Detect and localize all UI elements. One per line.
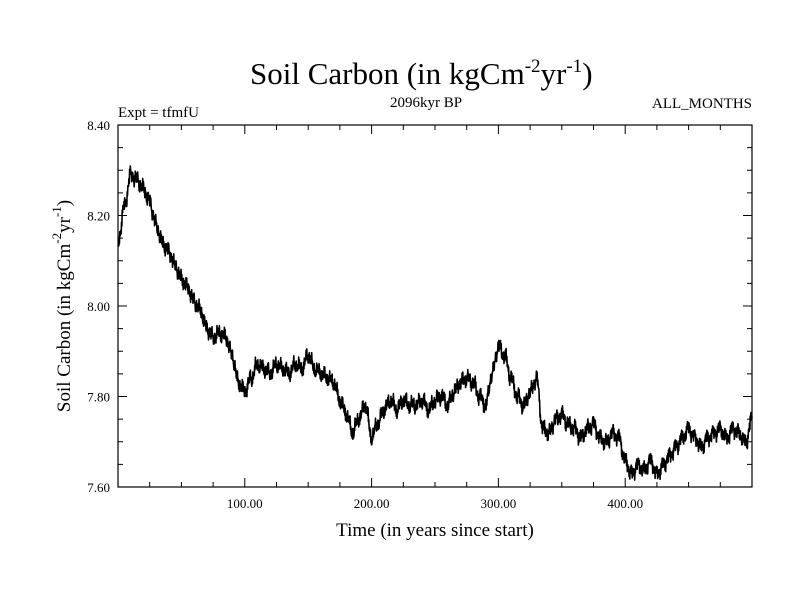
y-tick-label: 8.20: [87, 209, 110, 224]
x-axis: 100.00 200.00 300.00 400.00: [149, 125, 721, 511]
y-axis-label: Soil Carbon (in kgCm-2yr-1): [49, 200, 75, 412]
x-axis-label: Time (in years since start): [336, 520, 534, 541]
y-tick-label: 7.60: [87, 480, 110, 495]
months-label: ALL_MONTHS: [652, 96, 752, 112]
chart-title: Soil Carbon (in kgCm-2yr-1): [250, 56, 593, 91]
x-tick-label: 400.00: [607, 496, 643, 511]
series-layer: [117, 165, 753, 481]
period-label: 2096kyr BP: [390, 95, 462, 111]
y-tick-label: 8.40: [87, 118, 110, 133]
series-line: [117, 165, 753, 481]
y-tick-label: 8.00: [87, 299, 110, 314]
x-tick-label: 300.00: [481, 496, 517, 511]
y-tick-label: 7.80: [87, 390, 110, 405]
y-axis: 7.60 7.80 8.00 8.20 8.40: [87, 118, 752, 495]
x-tick-label: 100.00: [227, 496, 263, 511]
x-tick-label: 200.00: [354, 496, 390, 511]
experiment-label: Expt = tfmfU: [118, 105, 199, 121]
